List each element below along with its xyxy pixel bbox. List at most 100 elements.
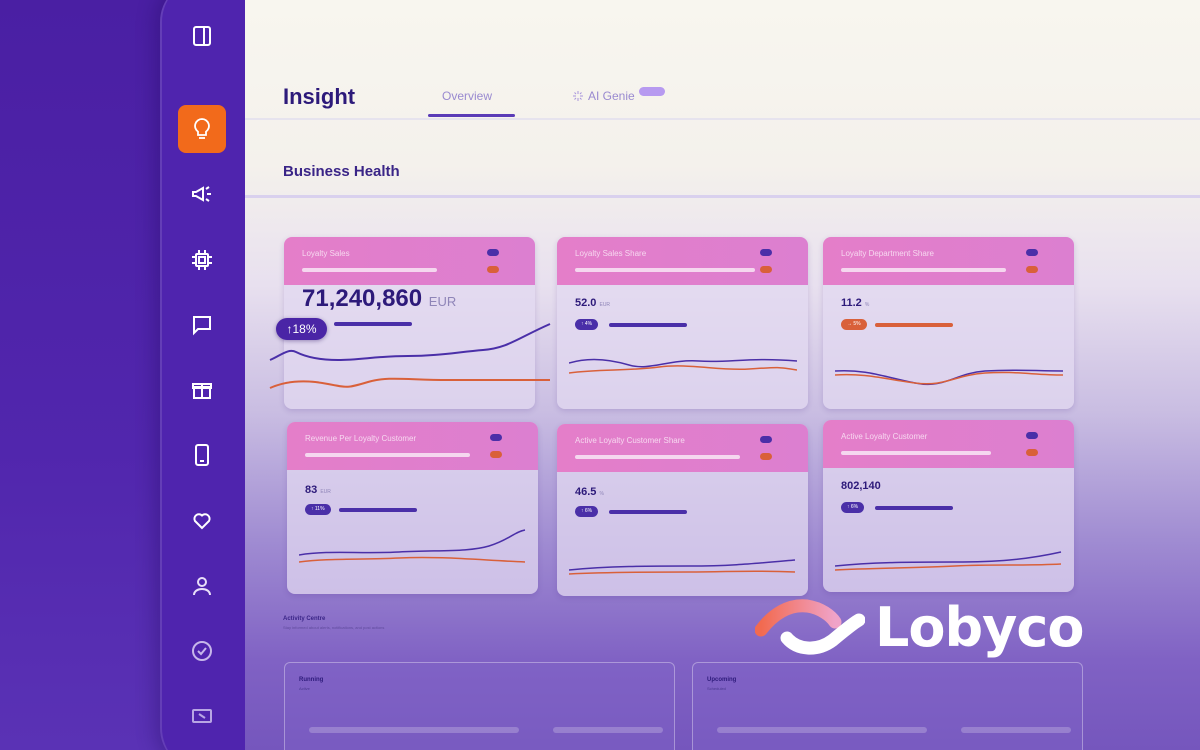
- value-number: 11.2: [841, 297, 862, 309]
- legend-secondary: [490, 451, 502, 458]
- header-bar: [575, 455, 740, 459]
- kpi-card-loyalty-department-share[interactable]: Loyalty Department Share 11.2 % → 5%: [823, 237, 1074, 409]
- main-content: Insight Overview AI Genie Business Healt…: [245, 0, 1200, 750]
- change-pill: ↑ 6%: [575, 506, 599, 517]
- list-row-placeholder: [961, 727, 1071, 733]
- activity-title: Activity Centre: [283, 616, 326, 622]
- change-pill: ↑ 4%: [575, 319, 599, 330]
- sparkle-icon: [573, 91, 583, 101]
- legend-secondary: [487, 266, 499, 273]
- legend-secondary: [1026, 449, 1038, 456]
- value-number: 71,240,860: [302, 285, 423, 312]
- panel-title: Upcoming: [707, 677, 737, 683]
- card-value: 71,240,860 EUR: [302, 285, 456, 313]
- card-title: Loyalty Sales Share: [575, 249, 647, 258]
- panel-subtitle: Scheduled: [707, 686, 726, 691]
- card-header: Revenue Per Loyalty Customer: [287, 422, 538, 470]
- tab-overview[interactable]: Overview: [442, 89, 493, 103]
- card-title: Active Loyalty Customer: [841, 432, 928, 441]
- user-icon[interactable]: [178, 562, 226, 610]
- chip-icon[interactable]: [178, 236, 226, 284]
- change-value: 11%: [314, 506, 325, 512]
- card-value: 46.5 %: [575, 486, 604, 498]
- kpi-card-revenue-per-customer[interactable]: Revenue Per Loyalty Customer 83 EUR ↑ 11…: [287, 422, 538, 594]
- change-bar: [875, 506, 953, 510]
- list-row-placeholder: [553, 727, 663, 733]
- featured-sparkline: [269, 323, 551, 389]
- activity-subtitle: Stay informed about alerts, notification…: [283, 625, 385, 630]
- header-bar: [575, 268, 755, 272]
- panel-title: Running: [299, 677, 324, 683]
- value-unit: EUR: [428, 294, 457, 309]
- change-value: 18%: [292, 322, 317, 336]
- card-value: 802,140: [841, 480, 881, 492]
- lightbulb-icon[interactable]: [178, 105, 226, 153]
- header-bar: [305, 453, 470, 457]
- header-bar: [302, 268, 437, 272]
- legend-secondary: [760, 453, 772, 460]
- brand-name: Lobyco: [875, 595, 1084, 659]
- header-bar: [841, 451, 991, 455]
- card-header: Active Loyalty Customer Share: [557, 424, 808, 472]
- panel-upcoming[interactable]: Upcoming Scheduled: [692, 662, 1083, 750]
- card-title: Revenue Per Loyalty Customer: [305, 434, 417, 443]
- tab-ai-genie[interactable]: AI Genie: [572, 89, 635, 103]
- value-number: 52.0: [575, 297, 597, 309]
- sparkline: [569, 358, 797, 374]
- legend-primary: [1026, 432, 1038, 439]
- change-pill: ↑ 6%: [841, 502, 865, 513]
- value-number: 83: [305, 484, 318, 496]
- kpi-card-loyalty-sales-share[interactable]: Loyalty Sales Share 52.0 EUR ↑ 4%: [557, 237, 808, 409]
- kpi-card-active-loyalty-customer[interactable]: Active Loyalty Customer 802,140 ↑ 6%: [823, 420, 1074, 592]
- legend-primary: [760, 249, 772, 256]
- change-bar: [609, 323, 687, 327]
- value-unit: EUR: [320, 489, 331, 495]
- list-row-placeholder: [717, 727, 927, 733]
- check-circle-icon[interactable]: [178, 627, 226, 675]
- gift-icon[interactable]: [178, 366, 226, 414]
- new-badge: [639, 87, 665, 96]
- tab-ai-genie-label: AI Genie: [588, 89, 635, 103]
- sparkline: [835, 369, 1063, 385]
- change-value: 5%: [853, 321, 861, 327]
- lobyco-mark-icon: [755, 599, 865, 655]
- list-row-placeholder: [309, 727, 519, 733]
- sparkline: [835, 551, 1062, 571]
- card-value: 83 EUR: [305, 484, 331, 496]
- panel-toggle-icon[interactable]: [178, 12, 226, 60]
- active-tab-indicator: [428, 114, 515, 117]
- page-title: Insight: [283, 84, 356, 109]
- brand-logo: Lobyco: [755, 592, 1115, 662]
- legend-secondary: [1026, 266, 1038, 273]
- legend-secondary: [760, 266, 772, 273]
- legend-primary: [760, 436, 772, 443]
- card-title: Loyalty Department Share: [841, 249, 934, 258]
- card-header: Loyalty Sales Share: [557, 237, 808, 285]
- kpi-card-active-customer-share[interactable]: Active Loyalty Customer Share 46.5 % ↑ 6…: [557, 424, 808, 596]
- card-value: 52.0 EUR: [575, 297, 610, 309]
- chat-icon[interactable]: [178, 301, 226, 349]
- ticket-icon[interactable]: [178, 692, 226, 740]
- change-bar: [339, 508, 417, 512]
- section-divider: [245, 195, 1200, 198]
- heart-icon[interactable]: [178, 496, 226, 544]
- change-pill: ↑ 11%: [305, 504, 331, 515]
- card-header: Loyalty Department Share: [823, 237, 1074, 285]
- card-title: Active Loyalty Customer Share: [575, 436, 685, 445]
- change-bar: [334, 322, 412, 326]
- card-header: Active Loyalty Customer: [823, 420, 1074, 468]
- change-value: 6%: [850, 504, 859, 510]
- kpi-card-loyalty-sales[interactable]: Loyalty Sales 71,240,860 EUR: [284, 237, 535, 409]
- mobile-icon[interactable]: [178, 431, 226, 479]
- change-value: 4%: [584, 321, 593, 327]
- change-value: 6%: [584, 508, 593, 514]
- value-unit: %: [599, 491, 604, 497]
- panel-running[interactable]: Running Active: [284, 662, 675, 750]
- legend-primary: [487, 249, 499, 256]
- megaphone-icon[interactable]: [178, 170, 226, 218]
- sparkline: [299, 529, 526, 563]
- value-number: 46.5: [575, 486, 597, 498]
- card-header: Loyalty Sales: [284, 237, 535, 285]
- section-title: Business Health: [283, 163, 400, 180]
- sparkline: [569, 559, 796, 575]
